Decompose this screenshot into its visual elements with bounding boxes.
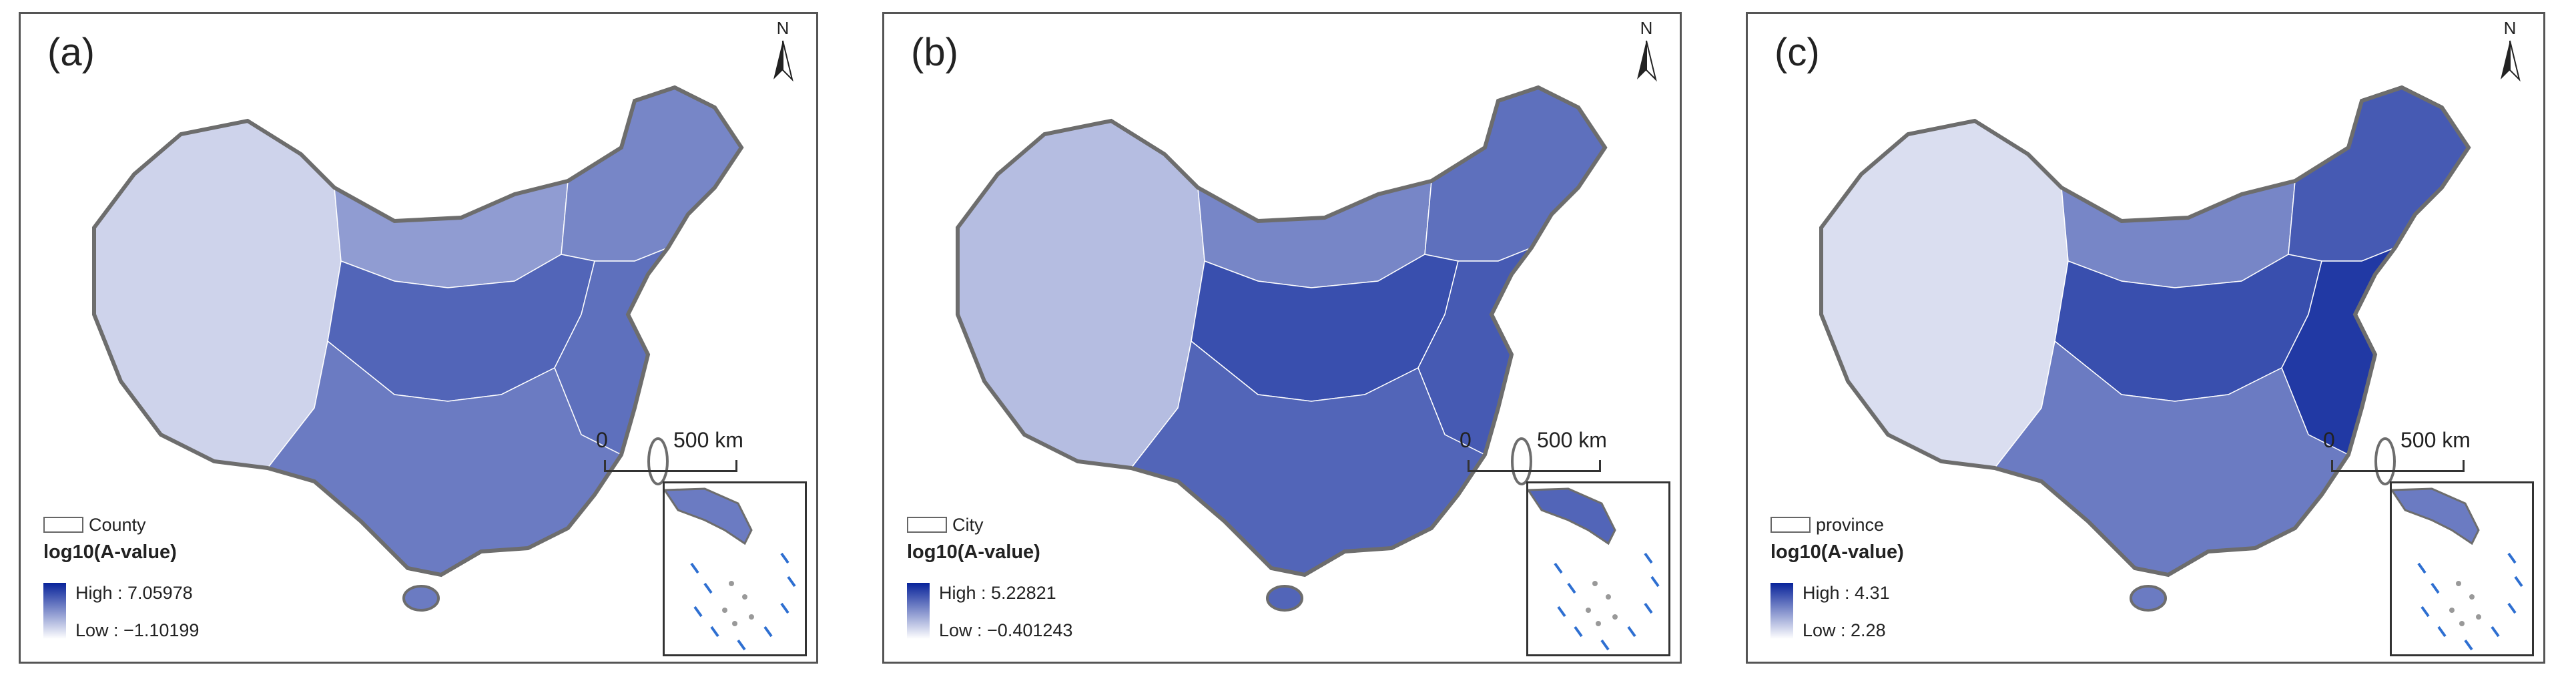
legend-title: log10(A-value)	[907, 541, 1040, 563]
national-boundary	[1819, 85, 2471, 578]
legend-unit-label: City	[952, 514, 984, 535]
legend-boundary-swatch	[1770, 517, 1811, 533]
legend: City log10(A-value) High : 5.22821 Low :…	[907, 513, 1187, 640]
map-panel-c: (c) N 0 500 km province log10(A-value) H…	[1746, 12, 2545, 664]
legend-high-label: High : 5.22821	[939, 583, 1056, 603]
region-west	[1821, 120, 2069, 469]
taiwan-island	[1511, 437, 1532, 485]
legend-color-ramp	[1770, 583, 1793, 639]
legend-low-label: Low : −0.401243	[939, 620, 1073, 640]
legend-color-ramp	[907, 583, 930, 639]
scale-distance-label: 500 km	[2400, 428, 2471, 452]
region-northeast	[561, 87, 742, 262]
legend: province log10(A-value) High : 4.31 Low …	[1770, 513, 2051, 640]
hainan-island	[402, 585, 440, 612]
scale-bar-line	[604, 460, 737, 472]
scale-distance-label: 500 km	[1537, 428, 1607, 452]
legend-title: log10(A-value)	[43, 541, 177, 563]
south-china-sea-inset	[663, 481, 807, 656]
scale-bar: 0 500 km	[1460, 428, 1626, 475]
scale-zero-label: 0	[1460, 428, 1472, 452]
legend-boundary-swatch	[43, 517, 83, 533]
map-panel-b: (b) N 0 500 km City log10(A-value) High …	[882, 12, 1682, 664]
region-northeast	[2288, 87, 2469, 262]
legend-low-label: Low : 2.28	[1803, 620, 1886, 640]
scale-bar: 0 500 km	[2323, 428, 2490, 475]
taiwan-island	[647, 437, 669, 485]
north-arrow-icon: N	[1626, 18, 1666, 91]
scale-zero-label: 0	[2323, 428, 2335, 452]
legend: County log10(A-value) High : 7.05978 Low…	[43, 513, 324, 640]
legend-low-label: Low : −1.10199	[75, 620, 200, 640]
north-arrow-icon: N	[2490, 18, 2530, 91]
hainan-island	[1266, 585, 1303, 612]
china-city-choropleth	[956, 85, 1608, 612]
south-china-sea-inset	[1526, 481, 1670, 656]
region-west	[93, 120, 342, 469]
scale-bar-line	[1468, 460, 1601, 472]
scale-distance-label: 500 km	[673, 428, 743, 452]
south-china-sea-inset	[2390, 481, 2534, 656]
panel-label: (a)	[47, 31, 95, 74]
scale-bar: 0 500 km	[596, 428, 763, 475]
national-boundary	[92, 85, 744, 578]
map-panel-a: (a) N 0 500 km County log10(A-value) Hig…	[19, 12, 818, 664]
legend-high-label: High : 4.31	[1803, 583, 1890, 603]
national-boundary	[956, 85, 1608, 578]
legend-unit-label: province	[1816, 514, 1885, 535]
china-county-choropleth	[92, 85, 744, 612]
hainan-island	[2130, 585, 2167, 612]
north-arrow-icon: N	[763, 18, 803, 91]
taiwan-island	[2374, 437, 2396, 485]
legend-unit-label: County	[89, 514, 146, 535]
scale-zero-label: 0	[596, 428, 608, 452]
scale-bar-line	[2331, 460, 2465, 472]
legend-color-ramp	[43, 583, 66, 639]
region-northeast	[1424, 87, 1606, 262]
china-province-choropleth	[1819, 85, 2471, 612]
panel-label: (c)	[1775, 31, 1820, 74]
legend-title: log10(A-value)	[1770, 541, 1904, 563]
region-west	[957, 120, 1205, 469]
panel-label: (b)	[911, 31, 958, 74]
legend-boundary-swatch	[907, 517, 947, 533]
legend-high-label: High : 7.05978	[75, 583, 193, 603]
